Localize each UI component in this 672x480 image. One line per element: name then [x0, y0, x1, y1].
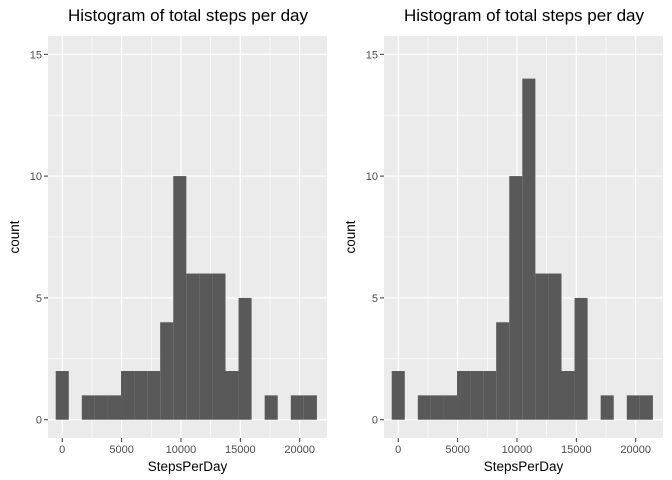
y-tick-label: 15	[366, 49, 378, 61]
x-tick-label: 20000	[284, 444, 315, 456]
histogram-bar	[212, 273, 226, 420]
histogram-bar	[391, 371, 405, 420]
y-tick-label: 10	[366, 171, 378, 183]
histogram-bar	[522, 78, 536, 420]
x-tick-label: 5000	[445, 444, 469, 456]
histogram-bar	[457, 371, 471, 420]
histogram-bar	[443, 395, 458, 420]
y-tick-label: 0	[36, 415, 42, 427]
y-tick-label: 5	[372, 293, 378, 305]
histogram-bar	[470, 371, 484, 420]
histogram-bar	[496, 322, 510, 420]
y-tick-label: 5	[36, 293, 42, 305]
histogram-bar	[639, 395, 653, 420]
histogram-bar	[600, 395, 614, 420]
y-tick-label: 10	[30, 171, 42, 183]
histogram-bar	[548, 273, 562, 420]
histogram-bar	[94, 395, 108, 420]
histogram-bar	[107, 395, 122, 420]
histogram-bar	[483, 371, 497, 420]
histogram-bar	[574, 297, 588, 420]
histogram-bar	[81, 395, 95, 420]
histogram-bar	[225, 371, 239, 420]
histogram-bar	[264, 395, 278, 420]
histogram-bar	[186, 273, 200, 420]
x-axis-title: StepsPerDay	[484, 459, 564, 474]
x-tick-label: 10000	[166, 444, 197, 456]
y-tick-label: 0	[372, 415, 378, 427]
histogram-bar	[535, 273, 549, 420]
histogram-bar	[626, 395, 640, 420]
chart-title: Histogram of total steps per day	[68, 6, 309, 25]
x-tick-label: 20000	[620, 444, 651, 456]
x-tick-label: 15000	[561, 444, 592, 456]
histogram-bar	[121, 371, 135, 420]
histogram-bar	[417, 395, 431, 420]
histogram-bar	[173, 176, 187, 420]
histogram-bar	[147, 371, 161, 420]
histogram-bar	[509, 176, 523, 420]
x-tick-label: 0	[395, 444, 401, 456]
x-axis-title: StepsPerDay	[148, 459, 228, 474]
x-tick-label: 15000	[225, 444, 256, 456]
histogram-bar	[238, 297, 252, 420]
histogram-bar	[561, 371, 575, 420]
x-tick-label: 10000	[502, 444, 533, 456]
histogram-bar	[303, 395, 317, 420]
x-tick-label: 5000	[109, 444, 133, 456]
histogram-bar	[290, 395, 304, 420]
y-axis-title: count	[7, 220, 22, 253]
histogram-bar	[160, 322, 174, 420]
y-axis-title: count	[343, 220, 358, 253]
y-tick-label: 15	[30, 49, 42, 61]
chart-title: Histogram of total steps per day	[404, 6, 645, 25]
histogram-bar	[55, 371, 69, 420]
chart-panel-2: 0 5000 10000 15000 20000 0 5 10 15 Histogram of t…	[343, 6, 663, 474]
histogram-bar	[134, 371, 148, 420]
x-tick-label: 0	[59, 444, 65, 456]
chart-panel-1: 0 5000 10000 15000 20000 0 5 10 15 Histogram of t…	[7, 6, 327, 474]
histogram-bar	[430, 395, 444, 420]
histogram-bar	[199, 273, 213, 420]
